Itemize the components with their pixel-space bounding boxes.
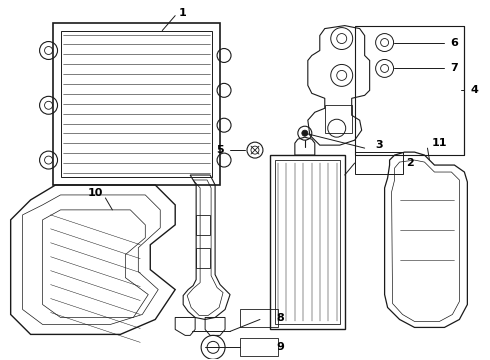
Bar: [325, 105, 352, 133]
Bar: [240, 310, 278, 328]
Text: 2: 2: [406, 158, 414, 168]
Text: 5: 5: [216, 145, 224, 155]
Bar: [355, 26, 465, 155]
Text: 6: 6: [450, 37, 458, 48]
Text: 8: 8: [276, 314, 284, 324]
Bar: [355, 152, 403, 174]
Text: 10: 10: [88, 188, 103, 198]
Bar: [196, 248, 210, 268]
Text: 7: 7: [450, 63, 458, 73]
Text: 3: 3: [376, 140, 384, 150]
Text: 1: 1: [178, 8, 186, 18]
Circle shape: [302, 130, 308, 136]
Bar: [240, 338, 278, 356]
Bar: [196, 215, 210, 235]
Text: 11: 11: [432, 138, 447, 148]
Text: 9: 9: [276, 342, 284, 352]
Text: 4: 4: [470, 85, 478, 95]
